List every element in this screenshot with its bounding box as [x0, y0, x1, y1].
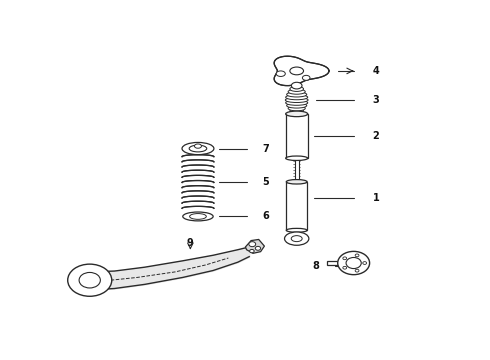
Ellipse shape [285, 232, 309, 245]
Ellipse shape [249, 242, 256, 247]
Ellipse shape [291, 236, 302, 242]
Text: 1: 1 [372, 193, 379, 203]
Ellipse shape [286, 180, 307, 184]
Ellipse shape [182, 143, 214, 155]
Ellipse shape [287, 103, 307, 108]
Ellipse shape [249, 249, 254, 253]
Bar [327, 261, 346, 265]
Ellipse shape [290, 109, 303, 114]
Bar [286, 182, 307, 230]
Text: 7: 7 [263, 144, 270, 153]
Ellipse shape [343, 257, 346, 260]
Text: 9: 9 [187, 238, 194, 248]
Ellipse shape [338, 251, 369, 275]
Ellipse shape [302, 75, 310, 80]
Ellipse shape [68, 264, 112, 296]
Text: 5: 5 [263, 177, 270, 187]
Ellipse shape [346, 257, 361, 269]
Ellipse shape [195, 144, 201, 148]
Text: 2: 2 [372, 131, 379, 141]
Ellipse shape [286, 100, 308, 105]
Ellipse shape [286, 228, 307, 232]
Ellipse shape [79, 273, 100, 288]
Polygon shape [274, 56, 329, 86]
Ellipse shape [292, 82, 302, 89]
Ellipse shape [287, 92, 307, 97]
Ellipse shape [290, 86, 303, 91]
Text: 6: 6 [263, 211, 270, 221]
Ellipse shape [189, 145, 207, 152]
Ellipse shape [288, 106, 305, 111]
Bar [286, 114, 308, 158]
Ellipse shape [285, 98, 308, 103]
Polygon shape [245, 239, 265, 253]
Ellipse shape [355, 254, 359, 257]
Ellipse shape [355, 269, 359, 272]
Ellipse shape [286, 156, 308, 161]
Ellipse shape [286, 95, 308, 100]
Ellipse shape [276, 71, 285, 76]
Ellipse shape [255, 246, 261, 250]
Ellipse shape [290, 67, 303, 75]
Ellipse shape [183, 212, 213, 221]
Ellipse shape [190, 213, 206, 219]
Ellipse shape [286, 111, 308, 117]
Ellipse shape [288, 89, 305, 94]
Text: 4: 4 [372, 66, 379, 76]
Ellipse shape [363, 262, 367, 264]
Ellipse shape [343, 266, 346, 269]
Text: 8: 8 [313, 261, 319, 271]
Bar [295, 158, 298, 182]
Text: 3: 3 [372, 95, 379, 105]
